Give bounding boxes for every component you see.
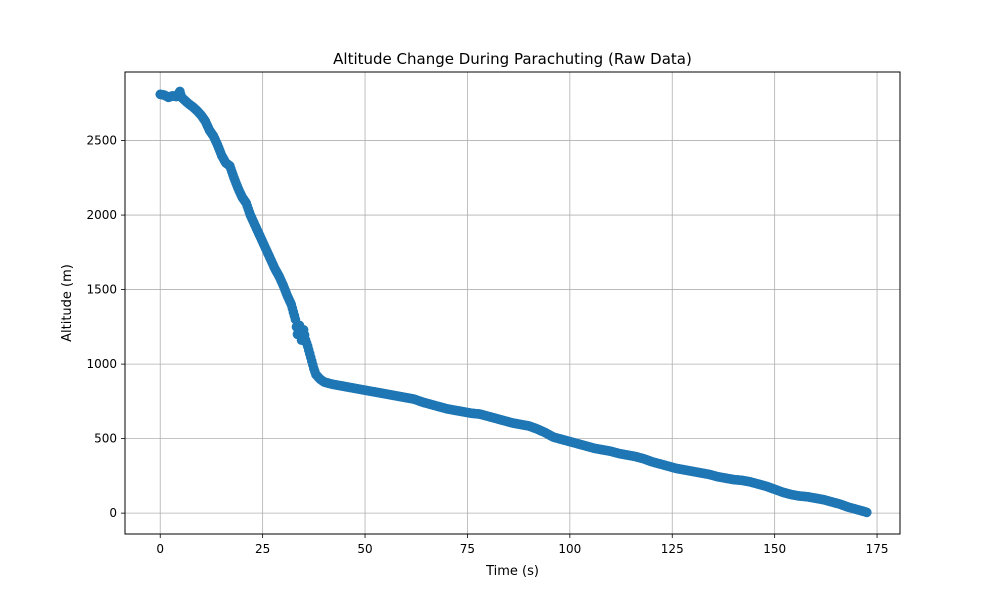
x-tick-label: 100 [558, 542, 581, 556]
chart-title: Altitude Change During Parachuting (Raw … [333, 50, 692, 68]
x-tick-label: 50 [357, 542, 372, 556]
x-tick-label: 150 [763, 542, 786, 556]
y-tick-label: 2500 [86, 134, 117, 148]
x-tick-label: 175 [866, 542, 889, 556]
x-tick-label: 0 [156, 542, 164, 556]
y-tick-label: 0 [109, 506, 117, 520]
y-axis-label: Altitude (m) [60, 264, 75, 342]
grid [125, 72, 900, 534]
y-tick-label: 1500 [86, 283, 117, 297]
plot-frame [124, 71, 901, 535]
x-tick-label: 75 [460, 542, 475, 556]
x-axis-label: Time (s) [485, 564, 539, 579]
x-tick-label: 125 [661, 542, 684, 556]
y-tick-label: 1000 [86, 357, 117, 371]
data-point [862, 507, 872, 518]
data-points [155, 86, 872, 518]
y-tick-label: 2000 [86, 208, 117, 222]
y-tick-label: 500 [94, 432, 117, 446]
x-tick-label: 25 [255, 542, 270, 556]
ticks: 0 25 50 75 100 125 150 175 0 500 1000 1500 2000 2500 [86, 134, 888, 556]
